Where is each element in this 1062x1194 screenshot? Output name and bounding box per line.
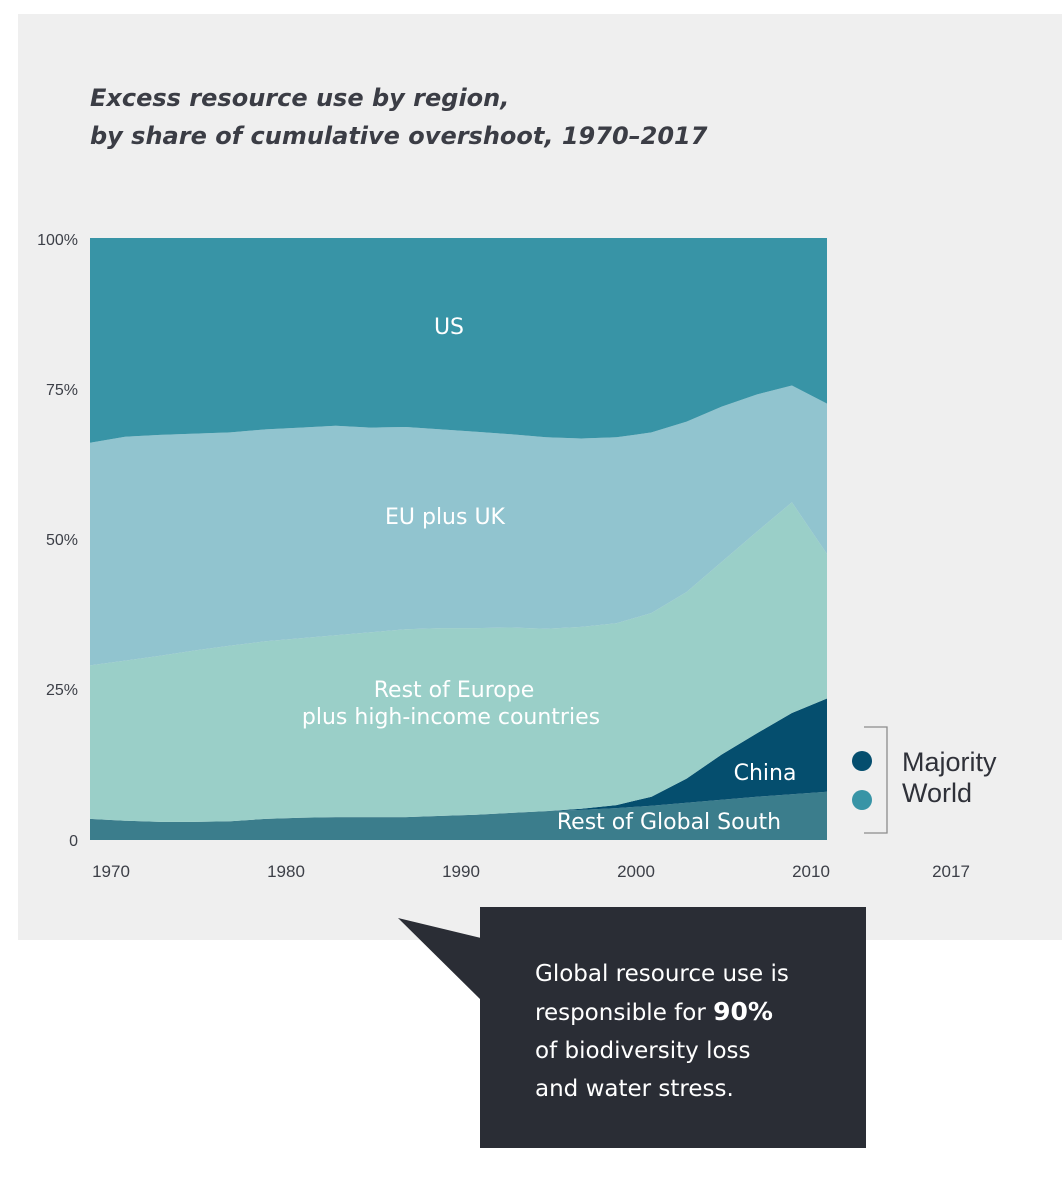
callout-pointer-triangle <box>398 918 481 1000</box>
y-axis-ticks: 100% 75% 50% 25% 0 <box>37 232 78 850</box>
chart-title-line-2: by share of cumulative overshoot, 1970–2… <box>90 122 708 150</box>
legend-bracket <box>864 726 888 834</box>
legend-label-majority: Majority <box>902 747 997 777</box>
area-rest-global-south <box>90 791 827 840</box>
x-tick-label: 2000 <box>617 862 655 881</box>
stacked-areas <box>90 238 827 840</box>
y-tick-label: 25% <box>46 682 78 699</box>
x-tick-label: 1970 <box>92 862 130 881</box>
callout-line-2-prefix: responsible for <box>535 1000 714 1026</box>
callout-line-1: Global resource use is <box>535 961 789 987</box>
chart-title-line-1: Excess resource use by region, <box>90 84 509 112</box>
chart: Excess resource use by region, by share … <box>37 84 997 881</box>
legend-dot-world <box>852 790 872 810</box>
area-labels: US EU plus UK Rest of Europe plus high-i… <box>302 315 797 835</box>
x-tick-label: 2010 <box>792 862 830 881</box>
callout-line-2: responsible for 90% <box>535 993 855 1032</box>
x-tick-label: 2017 <box>932 862 970 881</box>
area-rest-europe-high-income <box>90 502 827 822</box>
area-label-rest-of-europe-line-2: plus high-income countries <box>302 705 600 730</box>
callout-line-4: and water stress. <box>535 1076 734 1102</box>
callout-box: Global resource use is responsible for 9… <box>480 907 866 1148</box>
y-tick-label: 0 <box>69 833 78 850</box>
legend-dot-majority <box>852 751 872 771</box>
area-label-rest-of-europe-line-1: Rest of Europe <box>374 678 534 703</box>
area-label-china: China <box>734 761 797 786</box>
x-tick-label: 1990 <box>442 862 480 881</box>
area-us <box>90 238 827 443</box>
x-tick-label: 1980 <box>267 862 305 881</box>
area-label-us: US <box>434 315 464 340</box>
y-tick-label: 50% <box>46 532 78 549</box>
area-label-rest-of-global-south: Rest of Global South <box>557 810 781 835</box>
callout-highlight-percent: 90% <box>713 997 773 1026</box>
area-label-eu-plus-uk: EU plus UK <box>385 505 506 530</box>
y-tick-label: 75% <box>46 382 78 399</box>
area-eu-uk <box>90 385 827 666</box>
legend: Majority World <box>852 726 997 834</box>
y-tick-label: 100% <box>37 232 78 249</box>
x-axis-ticks: 1970 1980 1990 2000 2010 2017 <box>92 862 970 881</box>
callout-line-3: of biodiversity loss <box>535 1038 751 1064</box>
legend-label-world: World <box>902 778 972 808</box>
callout-text: Global resource use is responsible for 9… <box>535 955 855 1108</box>
